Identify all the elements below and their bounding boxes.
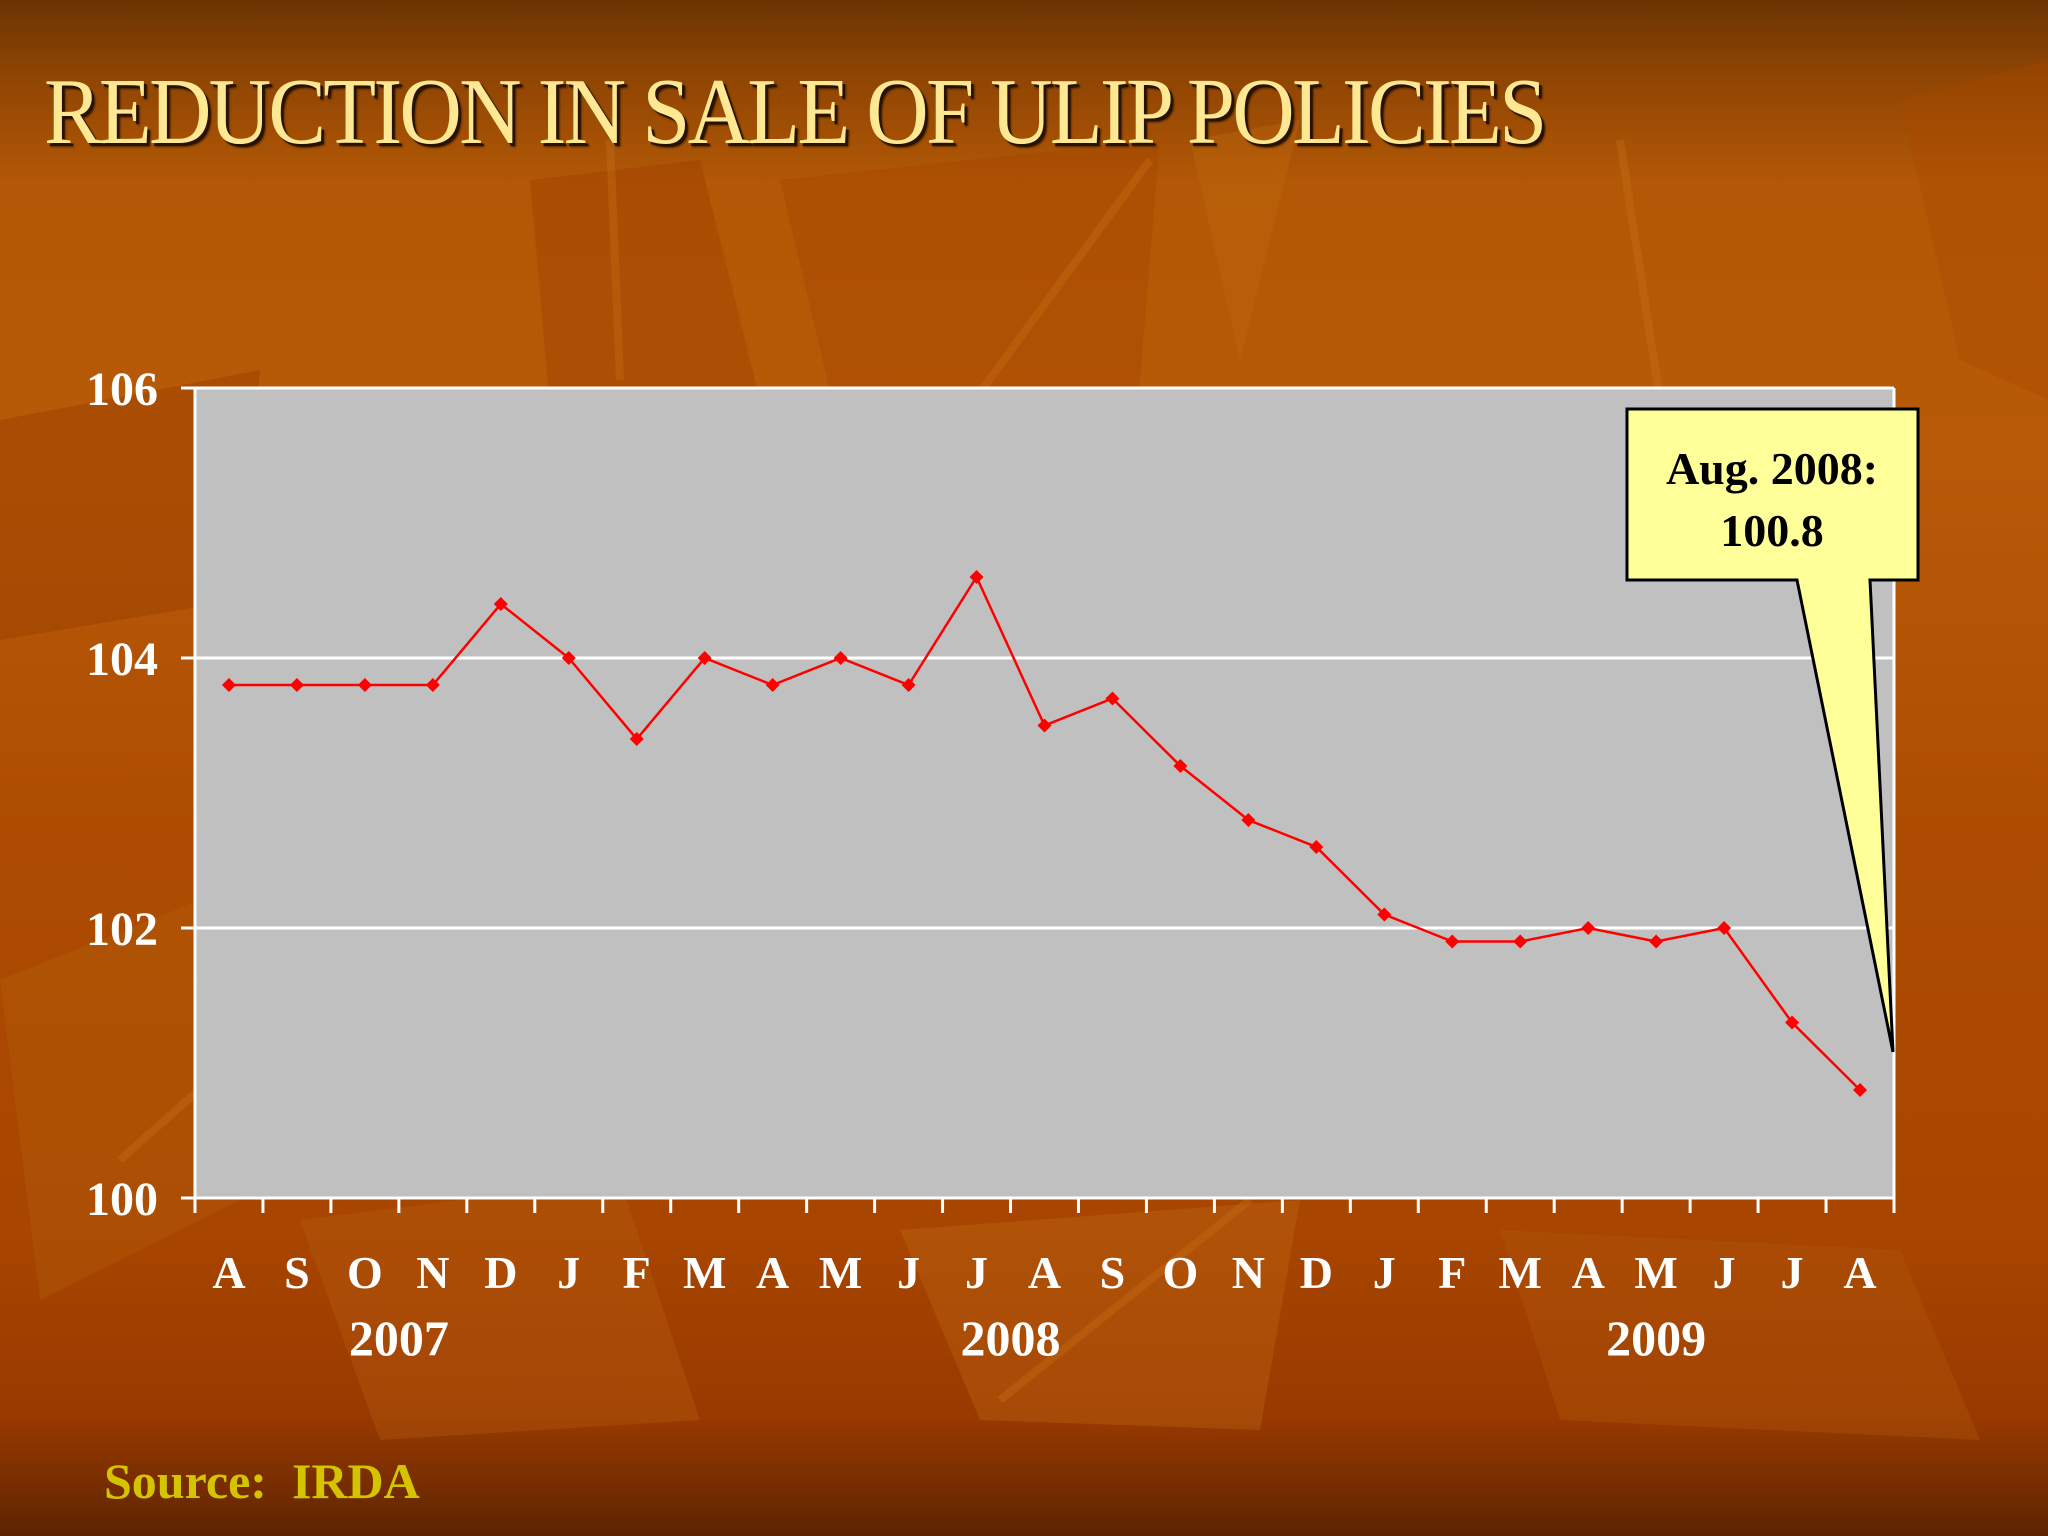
diamond-marker <box>493 597 508 611</box>
year-label: 2007 <box>349 1310 449 1366</box>
diamond-marker <box>1105 691 1120 706</box>
diamond-marker <box>561 651 576 665</box>
x-tick-label: S <box>284 1247 310 1298</box>
x-tick-label: M <box>683 1247 726 1298</box>
y-tick-label: 106 <box>86 363 158 416</box>
y-tick-label: 102 <box>86 903 158 956</box>
plot-area <box>195 388 1894 1198</box>
x-tick-label: J <box>1781 1247 1804 1298</box>
diamond-marker <box>765 678 780 692</box>
diamond-marker <box>1241 813 1256 827</box>
diamond-marker <box>1309 840 1324 854</box>
x-tick-label: S <box>1100 1247 1126 1298</box>
y-tick-label: 104 <box>86 633 158 686</box>
diamond-marker <box>1513 934 1528 949</box>
source-label: Source: IRDA <box>104 1453 420 1509</box>
diamond-marker <box>833 651 848 665</box>
diamond-marker <box>1377 907 1392 922</box>
callout-line-2: 100.8 <box>1720 505 1824 556</box>
diamond-marker <box>901 678 916 692</box>
diamond-marker <box>629 732 644 746</box>
diamond-marker <box>425 678 440 692</box>
x-tick-label: N <box>416 1247 449 1298</box>
diamond-marker <box>1649 934 1664 949</box>
x-tick-label: J <box>965 1247 988 1298</box>
x-tick-label: M <box>1499 1247 1542 1298</box>
callout-shape <box>1625 407 1920 1053</box>
diamond-marker <box>697 651 712 665</box>
y-tick-label: 100 <box>86 1173 158 1226</box>
slide-title: REDUCTION IN SALE OF ULIP POLICIES <box>44 60 1547 164</box>
x-tick-label: J <box>1373 1247 1396 1298</box>
diamond-marker <box>1173 759 1188 773</box>
gridlines <box>195 386 1894 930</box>
x-tick-label: D <box>1300 1247 1333 1298</box>
year-label: 2009 <box>1606 1310 1706 1366</box>
x-tick-label: D <box>484 1247 517 1298</box>
diamond-marker <box>1445 934 1460 949</box>
x-tick-label: O <box>1163 1247 1199 1298</box>
x-tick-label: A <box>1028 1247 1061 1298</box>
x-tick-label: N <box>1232 1247 1265 1298</box>
diamond-marker <box>969 570 984 584</box>
diamond-marker <box>1717 921 1732 935</box>
diamond-marker <box>1853 1083 1868 1097</box>
x-tick-label: J <box>557 1247 580 1298</box>
x-tick-label: J <box>1713 1247 1736 1298</box>
diamond-marker <box>357 678 372 692</box>
x-tick-label: M <box>819 1247 862 1298</box>
x-tick-label: F <box>623 1247 651 1298</box>
x-tick-label: A <box>1843 1247 1876 1298</box>
x-tick-label: F <box>1438 1247 1466 1298</box>
diamond-marker <box>1037 718 1052 733</box>
x-tick-label: O <box>347 1247 383 1298</box>
x-tick-label: M <box>1634 1247 1677 1298</box>
diamond-marker <box>289 678 304 692</box>
data-series-markers <box>221 570 1868 1097</box>
callout-annotation: Aug. 2008: 100.8 <box>1625 407 1920 1053</box>
y-axis: 100 102 104 106 <box>86 363 1896 1226</box>
diamond-marker <box>1581 921 1596 935</box>
year-label: 2008 <box>961 1310 1061 1366</box>
x-tick-label: A <box>212 1247 245 1298</box>
x-tick-label: J <box>897 1247 920 1298</box>
diamond-marker <box>221 678 236 692</box>
diamond-marker <box>1785 1015 1800 1030</box>
x-tick-label: A <box>1572 1247 1605 1298</box>
callout-line-1: Aug. 2008: <box>1666 443 1878 494</box>
x-tick-label: A <box>756 1247 789 1298</box>
